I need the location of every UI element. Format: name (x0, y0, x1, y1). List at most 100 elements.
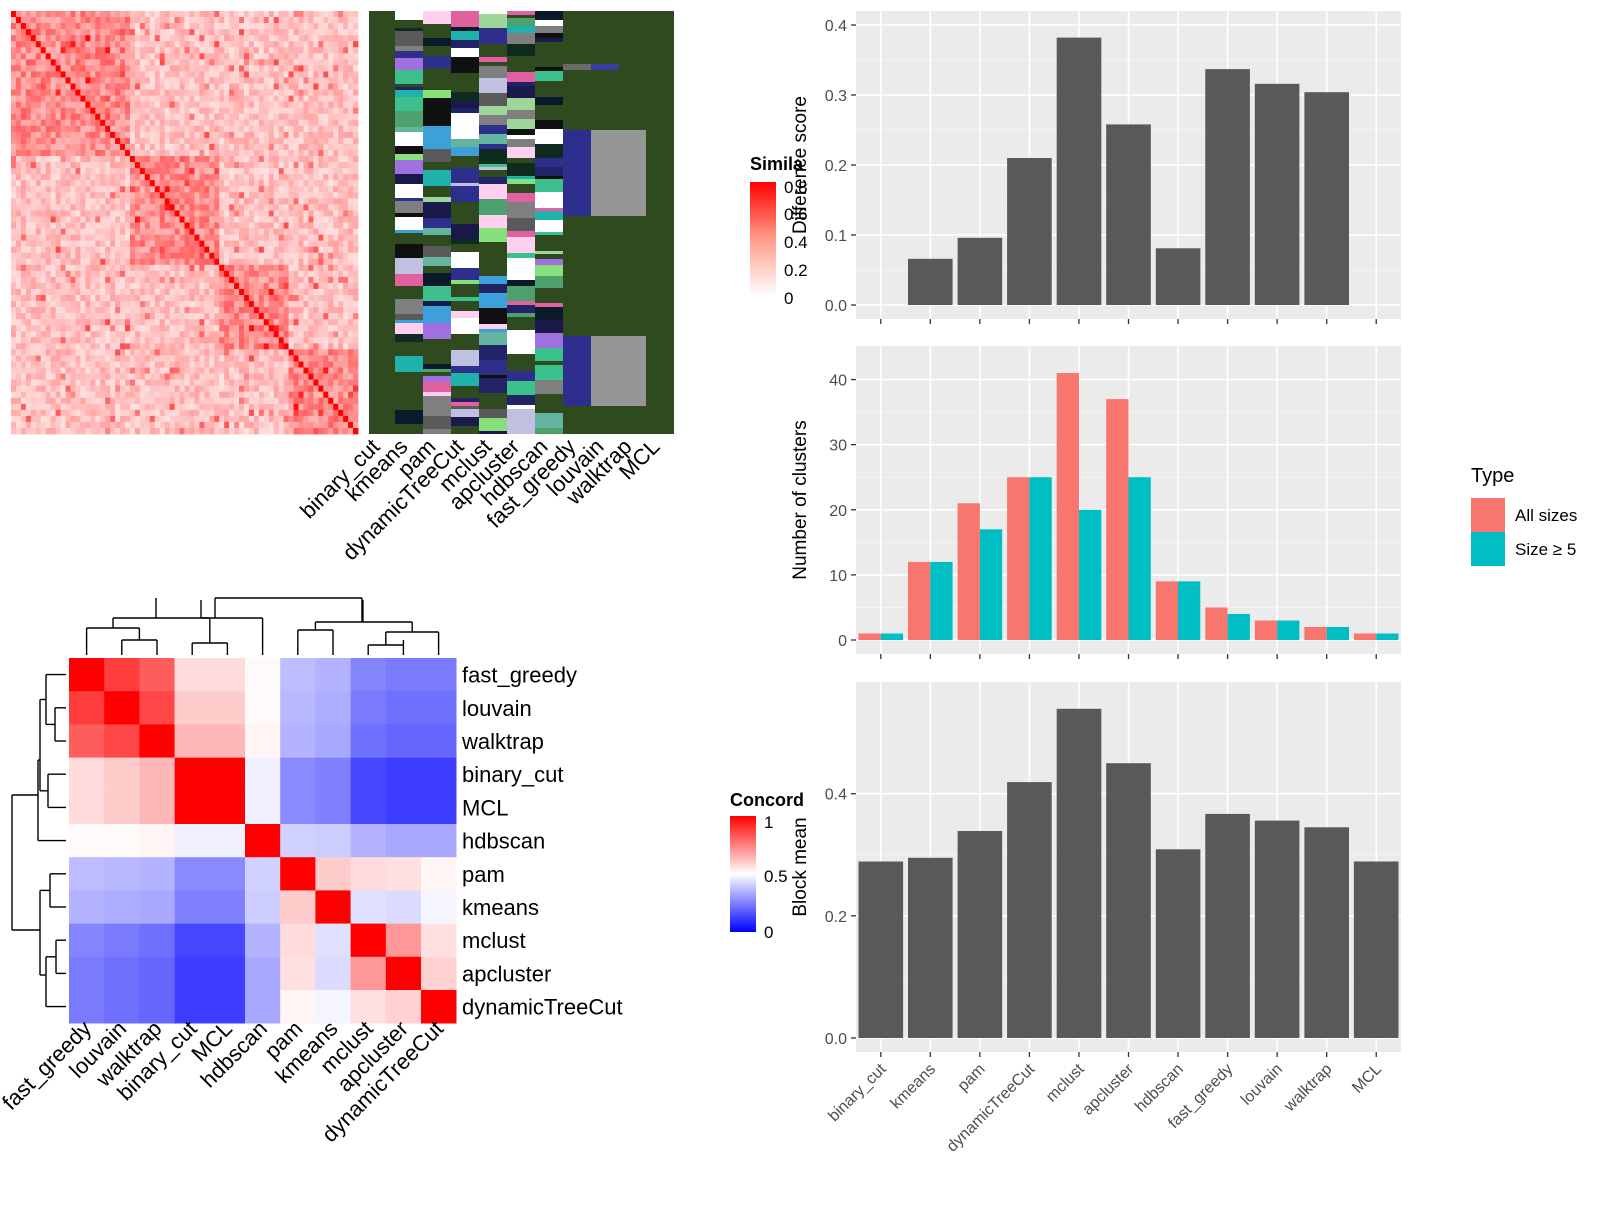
similarity-cell (189, 373, 195, 381)
similarity-cell (243, 361, 250, 368)
membership-cell (423, 38, 451, 46)
similarity-cell (204, 270, 210, 278)
similarity-cell (229, 234, 235, 242)
similarity-cell (144, 17, 151, 24)
similarity-cell (303, 234, 309, 242)
similarity-cell (204, 23, 210, 30)
similarity-cell (134, 149, 141, 157)
similarity-cell (234, 379, 240, 387)
similarity-cell (204, 397, 210, 405)
similarity-cell (134, 397, 141, 405)
similarity-cell (273, 204, 280, 211)
similarity-cell (298, 421, 304, 429)
similarity-cell (343, 149, 349, 157)
membership-cell (395, 87, 423, 90)
similarity-cell (189, 234, 195, 242)
similarity-cell (85, 156, 91, 163)
similarity-cell (199, 210, 205, 217)
similarity-cell (278, 361, 285, 368)
similarity-cell (75, 325, 81, 332)
similarity-cell (169, 319, 175, 326)
similarity-cell (353, 41, 359, 48)
similarity-cell (129, 137, 136, 145)
similarity-cell (125, 240, 131, 248)
similarity-cell (139, 107, 146, 115)
similarity-cell (139, 17, 146, 24)
similarity-cell (219, 101, 225, 109)
similarity-cell (40, 337, 47, 344)
similarity-cell (268, 295, 275, 302)
similarity-cell (194, 240, 200, 248)
similarity-cell (174, 89, 180, 96)
similarity-cell (313, 125, 319, 133)
similarity-cell (164, 264, 171, 272)
similarity-cell (333, 77, 339, 84)
similarity-cell (189, 355, 195, 362)
similarity-cell (298, 270, 304, 278)
similarity-cell (214, 276, 220, 284)
similarity-cell (293, 385, 299, 393)
similarity-cell (243, 373, 250, 381)
similarity-cell (65, 325, 71, 332)
similarity-cell (308, 264, 314, 272)
similarity-cell (224, 143, 230, 151)
similarity-cell (40, 403, 47, 411)
similarity-cell (268, 385, 275, 393)
similarity-cell (120, 391, 126, 399)
similarity-cell (144, 319, 151, 326)
similarity-cell (75, 168, 81, 175)
similarity-cell (105, 331, 111, 338)
similarity-cell (288, 198, 294, 205)
similarity-cell (75, 59, 81, 66)
similarity-cell (149, 331, 156, 338)
similarity-cell (50, 349, 57, 356)
similarity-cell (154, 264, 161, 272)
similarity-cell (15, 149, 22, 157)
similarity-cell (80, 174, 86, 181)
similarity-cell (159, 349, 166, 356)
similarity-cell (229, 17, 235, 24)
similarity-cell (184, 83, 190, 90)
similarity-cell (224, 119, 230, 127)
similarity-cell (248, 125, 255, 133)
similarity-cell (70, 131, 76, 139)
similarity-cell (283, 234, 289, 242)
similarity-cell (283, 95, 289, 103)
similarity-cell (125, 162, 131, 169)
similarity-cell (134, 119, 141, 127)
similarity-cell (293, 204, 299, 211)
similarity-cell (353, 427, 359, 435)
similarity-cell (55, 89, 61, 96)
similarity-cell (149, 385, 156, 393)
similarity-cell (30, 252, 37, 260)
similarity-cell (80, 331, 86, 338)
similarity-cell (85, 349, 91, 356)
similarity-cell (159, 391, 166, 399)
similarity-cell (105, 137, 111, 145)
similarity-cell (154, 17, 161, 24)
similarity-cell (20, 204, 27, 211)
similarity-cell (308, 252, 314, 260)
similarity-cell (263, 180, 270, 187)
similarity-cell (100, 101, 106, 109)
similarity-cell (20, 210, 27, 217)
similarity-cell (65, 216, 71, 223)
similarity-cell (40, 409, 47, 417)
similarity-cell (268, 143, 275, 151)
similarity-cell (353, 168, 359, 175)
similarity-cell (318, 210, 324, 217)
similarity-cell (134, 282, 141, 290)
similarity-cell (55, 23, 61, 30)
similarity-cell (239, 421, 245, 429)
similarity-cell (189, 180, 195, 187)
similarity-cell (328, 307, 334, 314)
similarity-cell (45, 319, 52, 326)
similarity-cell (199, 246, 205, 254)
similarity-cell (159, 11, 166, 18)
similarity-cell (30, 367, 37, 374)
similarity-cell (75, 270, 81, 278)
membership-cell (423, 273, 451, 286)
similarity-cell (11, 270, 17, 278)
similarity-cell (85, 107, 91, 115)
similarity-cell (129, 409, 136, 417)
